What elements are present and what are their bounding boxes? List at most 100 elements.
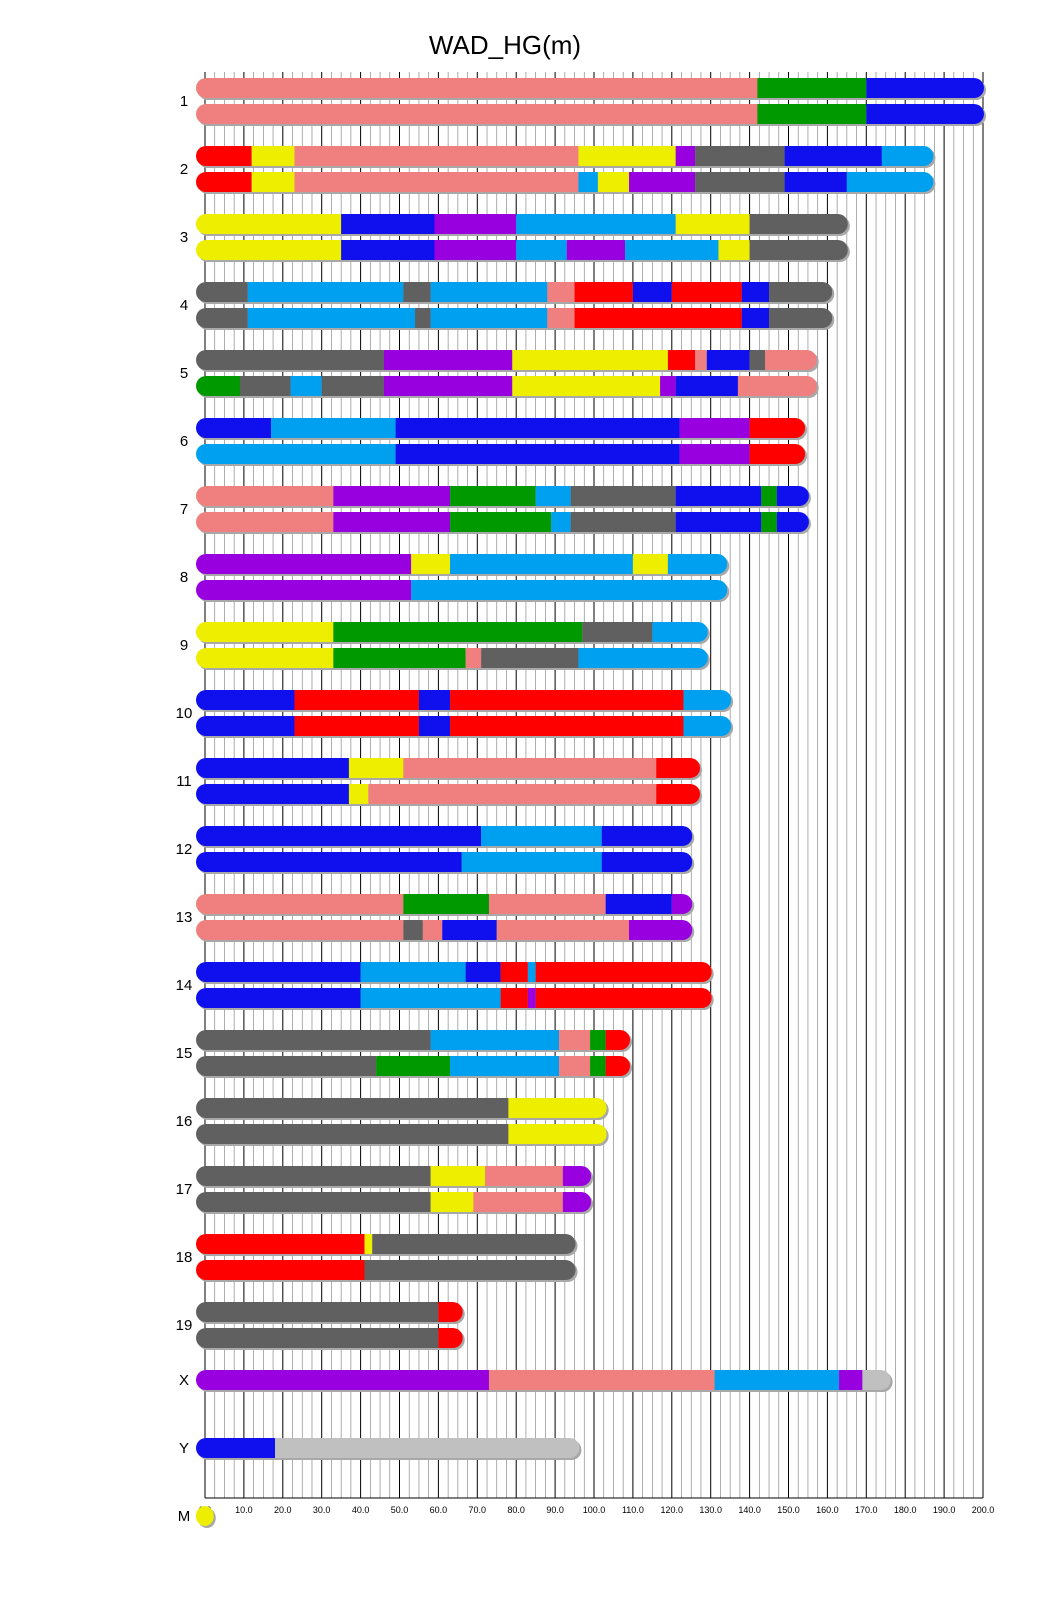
segment-lightblue [535,486,571,506]
x-axis-ticks: 0.010.020.030.040.050.060.070.080.090.01… [199,1505,995,1515]
chromosome-label: 8 [180,569,188,586]
segment-lightblue [247,282,404,302]
segment-blue [395,418,680,438]
chromosome-label: 15 [176,1045,193,1062]
segment-gray [769,282,833,302]
haplotype-bar [196,758,701,778]
chromosome-label: 1 [180,93,188,110]
haplotype-bar [196,146,934,166]
haplotype-bar [196,962,712,982]
segment-purple [562,1166,592,1186]
segment-green [403,894,489,914]
segment-lightblue [430,1030,559,1050]
x-tick-label: 40.0 [352,1505,370,1515]
segment-lightblue [714,1370,840,1390]
chromosome-label: 2 [180,161,188,178]
segment-purple [566,240,626,260]
segment-lightblue [430,282,548,302]
segment-yellow [251,172,295,192]
segment-pink [368,784,657,804]
segment-yellow [512,376,661,396]
segment-blue [675,486,762,506]
chromosome-label: 9 [180,637,188,654]
segment-gray [570,512,676,532]
segment-lightblue [527,962,536,982]
haplotype-bar [196,784,701,804]
segment-lightblue [683,716,732,736]
segment-purple [196,580,412,600]
segment-purple [675,146,696,166]
segment-lightblue [516,214,676,234]
segment-red [196,146,252,166]
segment-pink [294,172,579,192]
x-tick-label: 90.0 [546,1505,564,1515]
haplotype-bar [196,1370,891,1390]
segment-lightblue [667,554,728,574]
segment-blue [196,418,272,438]
segment-blue [601,852,693,872]
segment-yellow [508,1098,607,1118]
segment-red [671,282,742,302]
segment-red [438,1328,463,1348]
segment-gray [196,350,384,370]
segment-gray [695,172,785,192]
segment-blue [196,826,482,846]
segment-yellow [512,350,668,370]
segment-lightblue [450,1056,559,1076]
segment-gray [321,376,384,396]
haplotype-bar [196,350,817,370]
segment-green [196,376,241,396]
segment-purple [434,240,517,260]
segment-red [196,1260,365,1280]
x-tick-label: 120.0 [661,1505,684,1515]
segment-lightblue [411,580,728,600]
segment-blue [776,512,809,532]
segment-yellow [508,1124,607,1144]
haplotype-bar [196,282,833,302]
segment-lightblue [271,418,396,438]
segment-red [749,444,806,464]
segment-red [656,758,701,778]
segment-gray [240,376,291,396]
haplotype-bar [196,1302,463,1322]
chromosome-label: 14 [176,977,193,994]
haplotype-bar [196,554,728,574]
haplotype-bar [196,1234,576,1254]
haplotype-bar [196,988,712,1008]
segment-pink [485,1166,563,1186]
segment-purple [383,376,513,396]
segment-blue [706,350,750,370]
segment-yellow [196,240,342,260]
haplotype-bar [196,172,934,192]
segment-yellow [196,648,334,668]
haplotype-bar [196,580,728,600]
segment-lightblue [290,376,322,396]
segment-blue [784,146,882,166]
segment-pink [695,350,707,370]
segment-red [574,308,742,328]
segment-blue [418,690,451,710]
segment-lightgray [275,1438,580,1458]
segment-gray [372,1234,576,1254]
segment-pink [196,512,334,532]
segment-pink [488,894,606,914]
segment-lightblue [683,690,732,710]
segment-purple [383,350,513,370]
segment-red [656,784,701,804]
segment-lightblue [578,172,598,192]
segment-red [196,1234,365,1254]
segment-gray [749,350,766,370]
haplotype-bar [196,78,984,98]
haplotype-bar [196,852,693,872]
segment-pink [765,350,817,370]
segment-gray [415,308,431,328]
haplotype-bar [196,1192,592,1212]
chromosome-label: Y [179,1440,189,1457]
segment-yellow [632,554,668,574]
segment-gray [196,308,248,328]
segment-blue [776,486,809,506]
haplotype-bar [196,444,806,464]
segment-yellow [196,214,342,234]
segment-purple [333,512,451,532]
